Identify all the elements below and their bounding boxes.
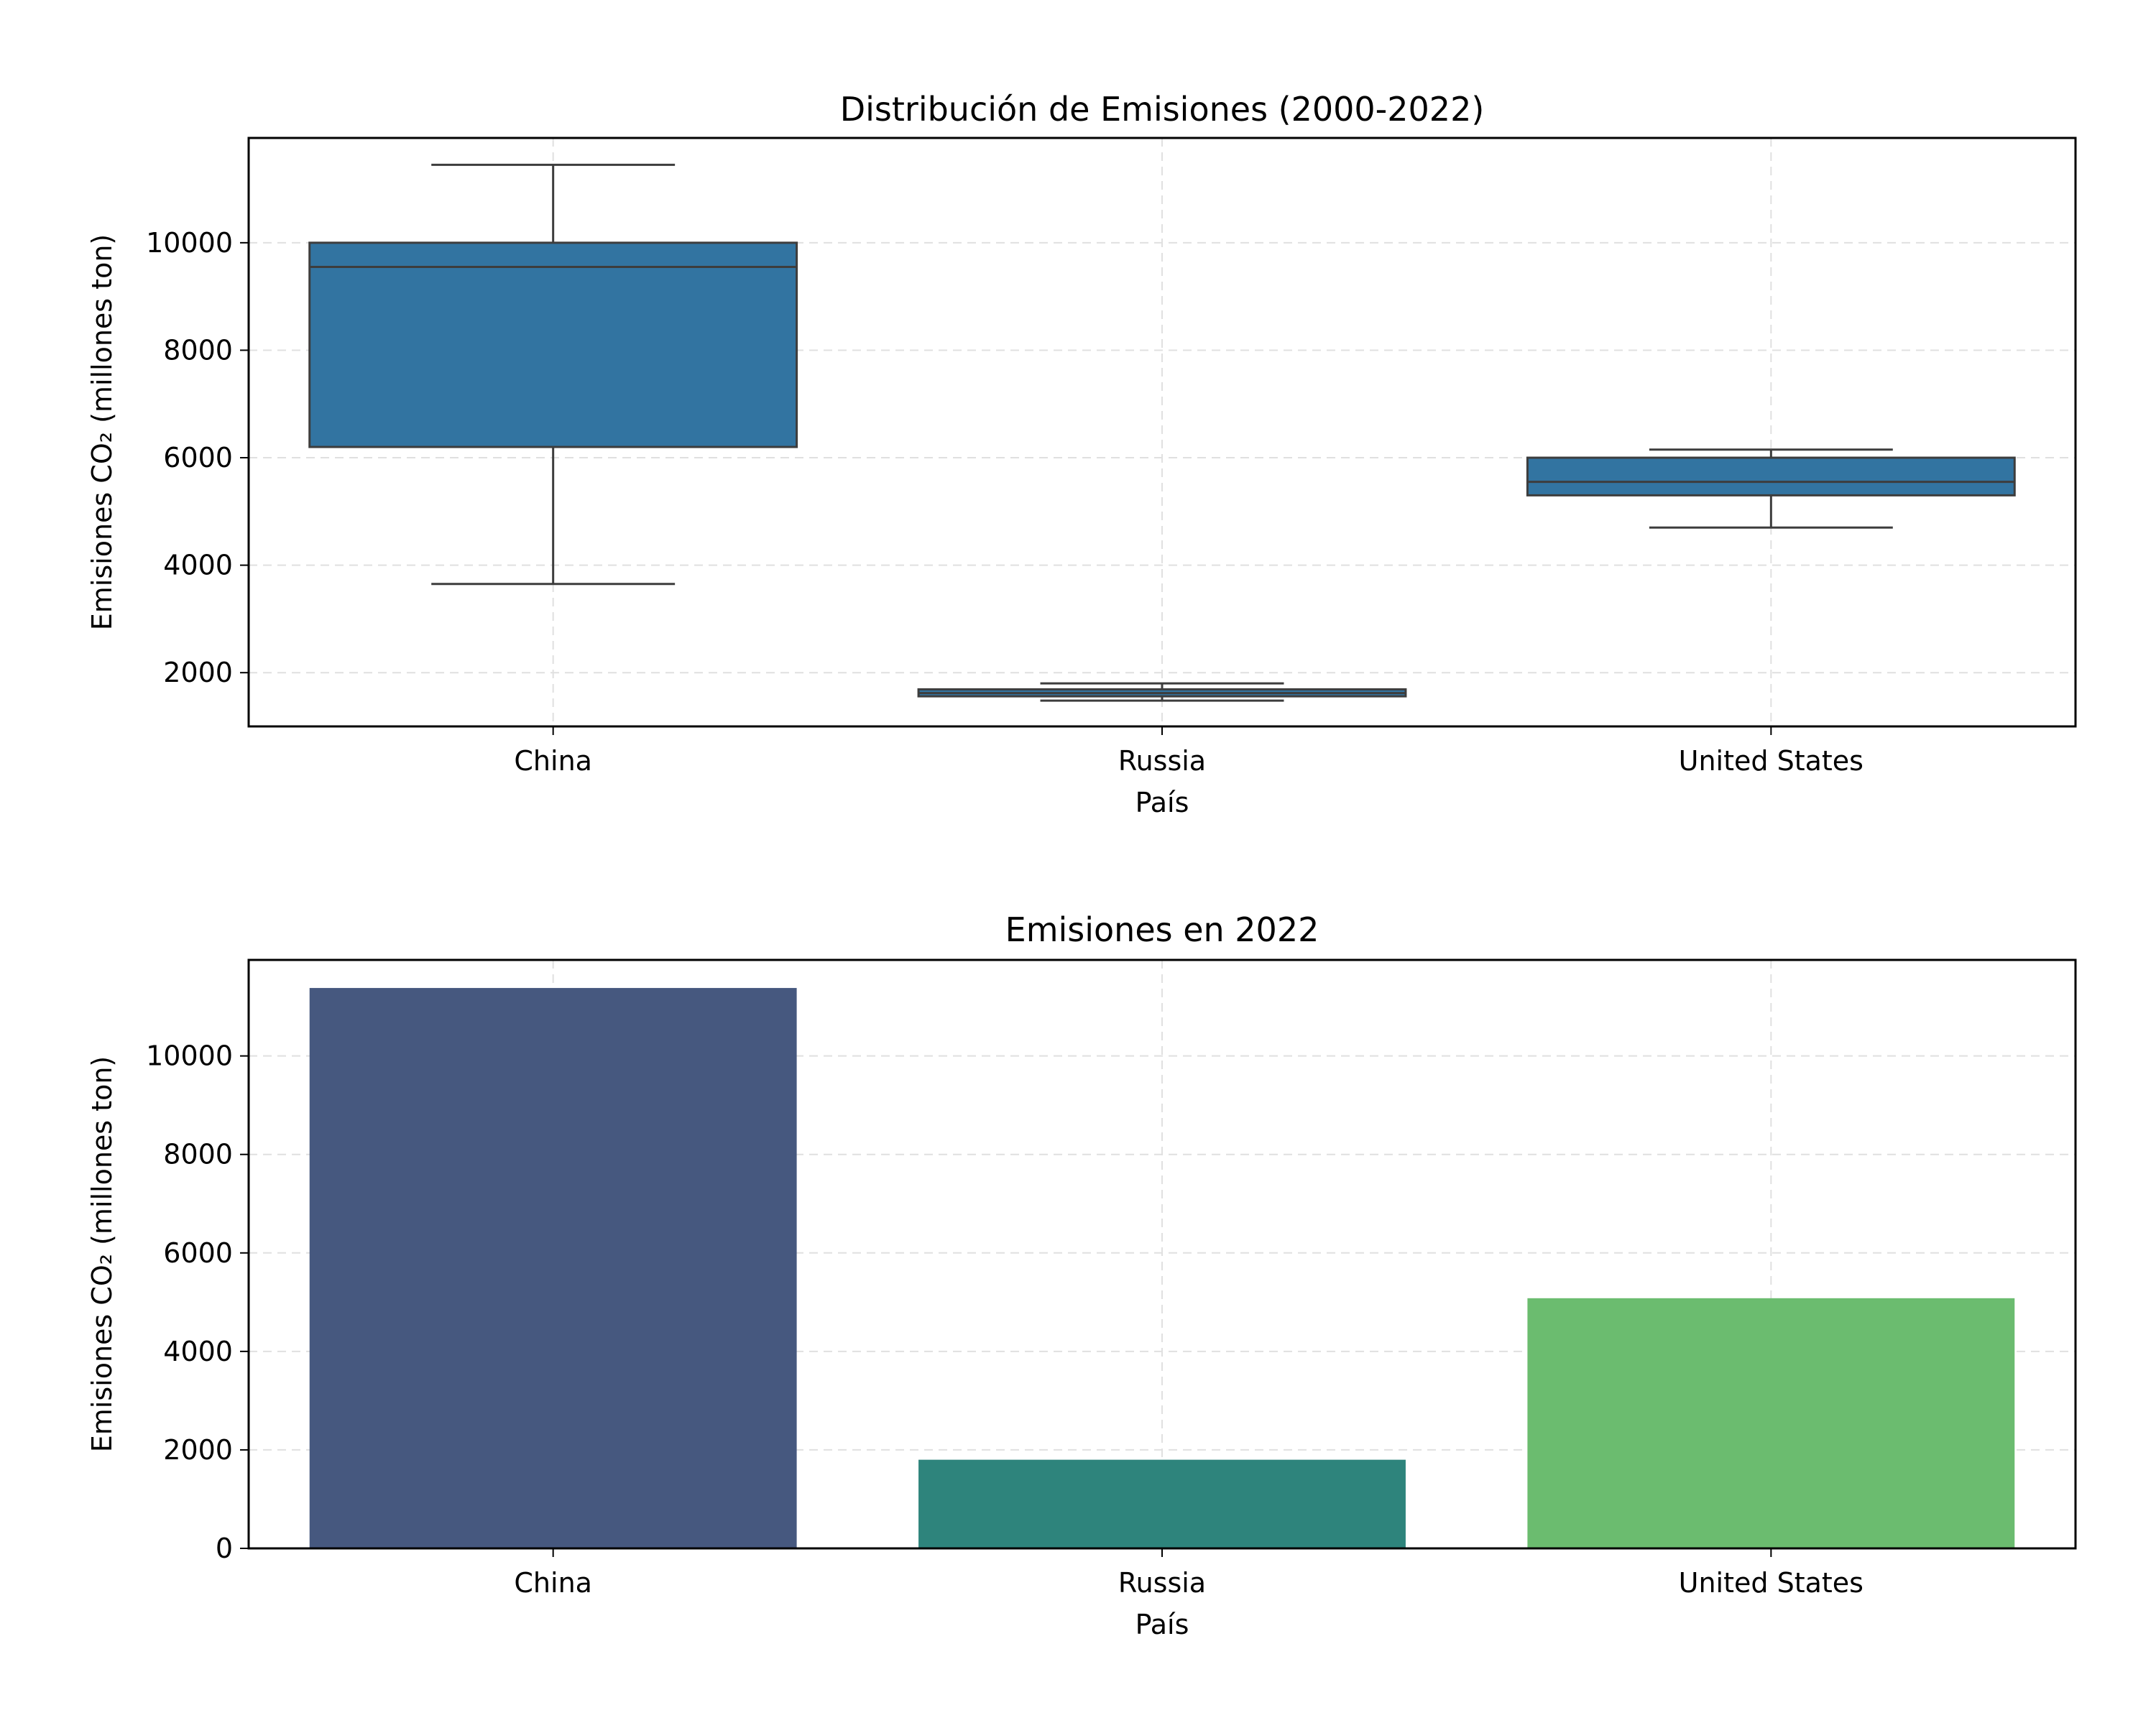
- bar-russia: [918, 1459, 1406, 1548]
- y-tick-label: 10000: [146, 1040, 233, 1072]
- x-tick-label: China: [514, 745, 592, 777]
- box-united-states: [1526, 456, 2016, 496]
- boxplot-panel: Distribución de Emisiones (2000-2022) 200…: [86, 90, 2077, 818]
- bar-united-states: [1527, 1298, 2015, 1548]
- y-tick-label: 2000: [163, 1434, 233, 1466]
- chart-title: Distribución de Emisiones (2000-2022): [840, 90, 1485, 129]
- x-tick-label: Russia: [1118, 745, 1206, 777]
- y-tick-label: 6000: [163, 442, 233, 473]
- y-tick-label: 8000: [163, 1139, 233, 1170]
- y-tick-label: 10000: [146, 227, 233, 259]
- x-axis-label: País: [1135, 787, 1189, 818]
- bar-chart-panel: Emisiones en 2022 0 2000 4000 6000 8000 10000 C…: [86, 910, 2077, 1640]
- y-tick-label: 6000: [163, 1237, 233, 1269]
- y-tick-label: 0: [216, 1533, 233, 1564]
- y-tick-label: 4000: [163, 1336, 233, 1367]
- x-tick-label: China: [514, 1567, 592, 1599]
- x-tick-label: United States: [1679, 745, 1864, 777]
- plot-frame: [247, 958, 2077, 1550]
- x-axis-label: País: [1135, 1609, 1189, 1640]
- x-tick-label: United States: [1679, 1567, 1864, 1599]
- y-tick-label: 4000: [163, 550, 233, 581]
- chart-title: Emisiones en 2022: [1005, 910, 1319, 949]
- y-tick-label: 2000: [163, 657, 233, 688]
- plot-frame: [247, 137, 2077, 728]
- y-tick-label: 8000: [163, 334, 233, 366]
- x-tick-label: Russia: [1118, 1567, 1206, 1599]
- y-axis-label: Emisiones CO₂ (millones ton): [86, 1056, 118, 1452]
- y-axis-label: Emisiones CO₂ (millones ton): [86, 234, 118, 630]
- box-china: [308, 241, 798, 448]
- bar-china: [309, 988, 797, 1548]
